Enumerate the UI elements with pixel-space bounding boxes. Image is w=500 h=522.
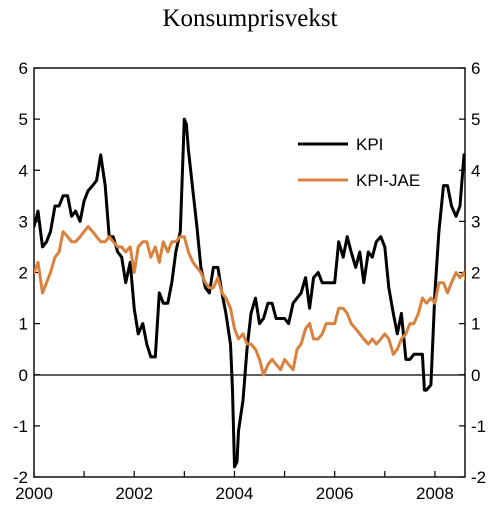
- x-tick-label: 2002: [115, 484, 153, 503]
- legend-label-kpi: KPI: [356, 135, 383, 154]
- y-tick-label-right: -1: [471, 417, 486, 436]
- x-tick-label: 2000: [15, 484, 53, 503]
- y-axis-right-labels: -2 -1 0 1 2 3 4 5 6: [471, 59, 486, 487]
- y-tick-label-right: -2: [471, 468, 486, 487]
- axis-ticks: [33, 67, 465, 478]
- y-tick-label-left: 0: [19, 366, 28, 385]
- x-tick-label: 2006: [316, 484, 354, 503]
- y-tick-label-right: 0: [471, 366, 480, 385]
- y-tick-label-right: 2: [471, 264, 480, 283]
- plot-frame: [33, 67, 466, 478]
- legend-label-kpi-jae: KPI-JAE: [356, 171, 420, 190]
- legend: KPI KPI-JAE: [298, 135, 420, 190]
- y-tick-label-left: 4: [19, 161, 28, 180]
- chart-title: Konsumprisvekst: [163, 5, 338, 32]
- y-tick-label-left: -1: [13, 417, 28, 436]
- series-lines: [34, 117, 465, 469]
- y-tick-label-left: 1: [19, 315, 28, 334]
- y-tick-label-right: 6: [471, 59, 480, 78]
- x-tick-label: 2004: [216, 484, 254, 503]
- y-axis-left-labels: -2 -1 0 1 2 3 4 5 6: [13, 59, 28, 487]
- y-tick-label-left: 2: [19, 264, 28, 283]
- y-tick-label-right: 3: [471, 212, 480, 231]
- y-tick-label-left: 3: [19, 212, 28, 231]
- y-tick-label-right: 1: [471, 315, 480, 334]
- y-tick-label-right: 4: [471, 161, 480, 180]
- x-tick-label: 2008: [416, 484, 454, 503]
- series-line-kpi-jae: [34, 225, 465, 377]
- y-tick-label-left: -2: [13, 468, 28, 487]
- series-line-kpi: [34, 117, 465, 469]
- y-tick-label-right: 5: [471, 110, 480, 129]
- y-tick-label-left: 5: [19, 110, 28, 129]
- y-tick-label-left: 6: [19, 59, 28, 78]
- x-axis-labels: 2000 2002 2004 2006 2008: [15, 484, 454, 503]
